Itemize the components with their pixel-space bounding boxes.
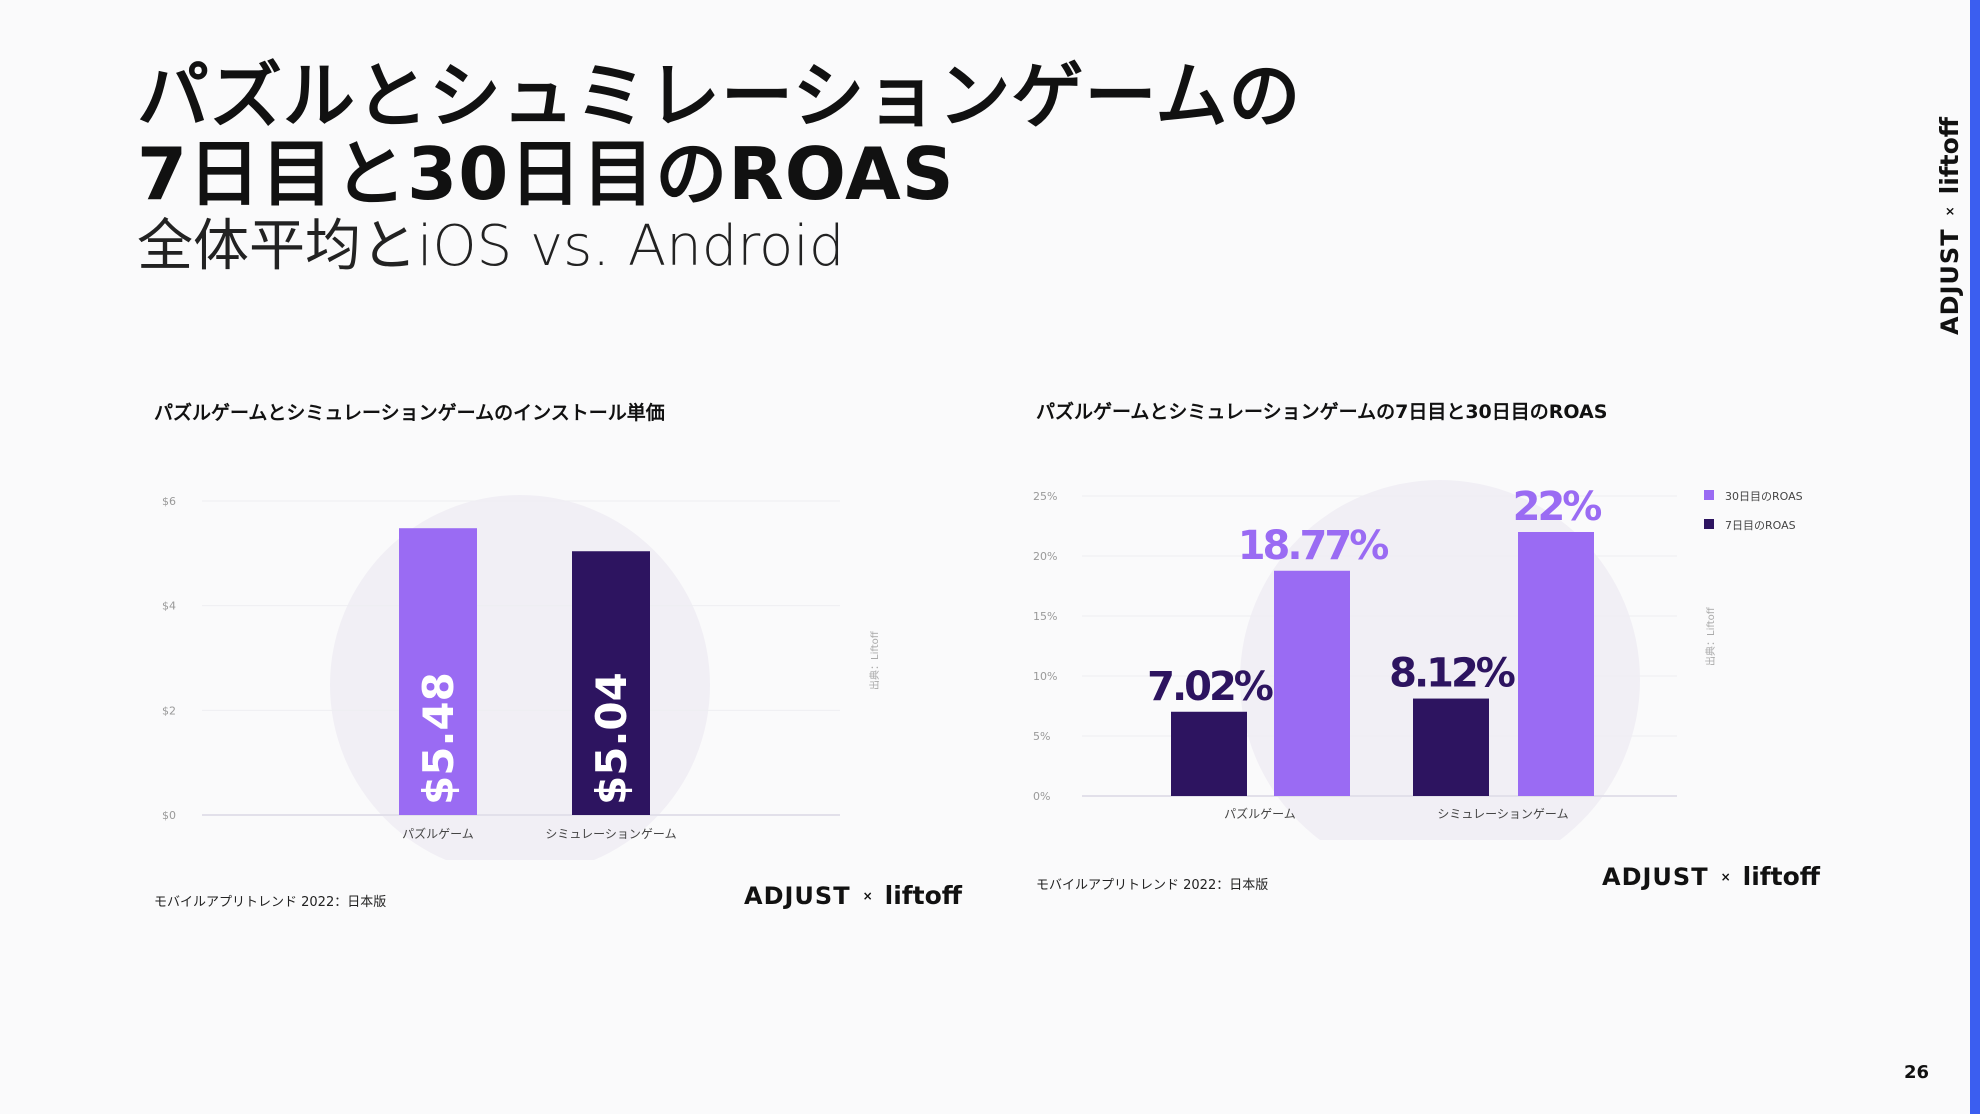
bar-value-label: 18.77%	[1238, 523, 1389, 569]
bar-シミュレーションゲーム	[572, 551, 650, 815]
legend-swatch	[1704, 490, 1714, 500]
liftoff-logo: liftoff	[884, 881, 963, 910]
bar-value-label: 22%	[1513, 484, 1602, 530]
bar-value-label: 8.12%	[1389, 651, 1515, 697]
roas-brand-logo: ADJUST × liftoff	[1602, 862, 1820, 891]
adjust-logo: ADJUST	[1935, 228, 1964, 335]
cpi-chart-title: パズルゲームとシミュレーションゲームのインストール単価	[154, 402, 665, 424]
times-sign: ×	[862, 888, 873, 903]
y-tick-label: 15%	[1033, 610, 1057, 623]
y-tick-label: 5%	[1033, 730, 1050, 743]
cpi-brand-logo: ADJUST × liftoff	[744, 881, 962, 910]
bar-value-label: 7.02%	[1147, 664, 1273, 710]
y-tick-label: 10%	[1033, 670, 1057, 683]
page-number: 26	[1904, 1062, 1930, 1083]
legend-label: 30日目のROAS	[1725, 490, 1803, 503]
accent-stripe	[1970, 0, 1980, 1114]
adjust-logo: ADJUST	[1602, 862, 1709, 891]
legend-swatch	[1704, 519, 1714, 529]
roas-bar-chart: 0% 5% 10% 15% 20% 25% 7.02% 18.77% パズルゲーム 8.12% 22…	[1033, 480, 1803, 840]
cpi-chart-source: 出典：Liftoff	[870, 631, 881, 690]
times-sign: ×	[1942, 206, 1957, 217]
slide-title-line1: パズルとシュミレーションゲームの	[137, 54, 1302, 138]
roas-chart-source: 出典：Liftoff	[1706, 607, 1717, 666]
y-tick-label: $2	[162, 704, 176, 717]
y-tick-label: $0	[162, 809, 176, 822]
liftoff-logo: liftoff	[1742, 862, 1821, 891]
bar-value-label: $5.04	[587, 672, 636, 805]
times-sign: ×	[1720, 869, 1731, 884]
bar-30日目のROAS	[1518, 532, 1594, 796]
x-category-label: パズルゲーム	[402, 826, 474, 841]
y-tick-label: $6	[162, 495, 176, 508]
y-tick-label: 0%	[1033, 790, 1050, 803]
slide-subtitle: 全体平均とiOS vs. Android	[137, 214, 845, 279]
y-tick-label: 25%	[1033, 490, 1057, 503]
x-category-label: シミュレーションゲーム	[545, 827, 676, 841]
x-category-label: パズルゲーム	[1224, 806, 1296, 821]
roas-chart-title: パズルゲームとシミュレーションゲームの7日目と30日目のROAS	[1036, 401, 1608, 423]
vertical-brand-logo: ADJUST × liftoff	[1935, 117, 1964, 335]
cpi-chart-footer: モバイルアプリトレンド 2022：日本版	[154, 895, 387, 910]
watermark-circle	[330, 495, 710, 860]
bar-パズルゲーム	[399, 528, 477, 815]
bar-30日目のROAS	[1274, 570, 1350, 796]
bar-value-label: $5.48	[414, 672, 463, 805]
adjust-logo: ADJUST	[744, 881, 851, 910]
x-category-label: シミュレーションゲーム	[1437, 807, 1568, 821]
liftoff-logo: liftoff	[1935, 116, 1964, 195]
cpi-bar-chart: $0 $2 $4 $6 $5.48 パズルゲーム $5.04 シミュレーションゲーム	[162, 495, 840, 860]
roas-chart-footer: モバイルアプリトレンド 2022：日本版	[1036, 878, 1269, 893]
bar-7日目のROAS	[1171, 711, 1247, 796]
y-tick-label: $4	[162, 600, 176, 613]
y-tick-label: 20%	[1033, 550, 1057, 563]
slide-title-line2: 7日目と30日目のROAS	[137, 132, 955, 216]
bar-7日目のROAS	[1413, 698, 1489, 796]
legend-label: 7日目のROAS	[1725, 519, 1796, 532]
